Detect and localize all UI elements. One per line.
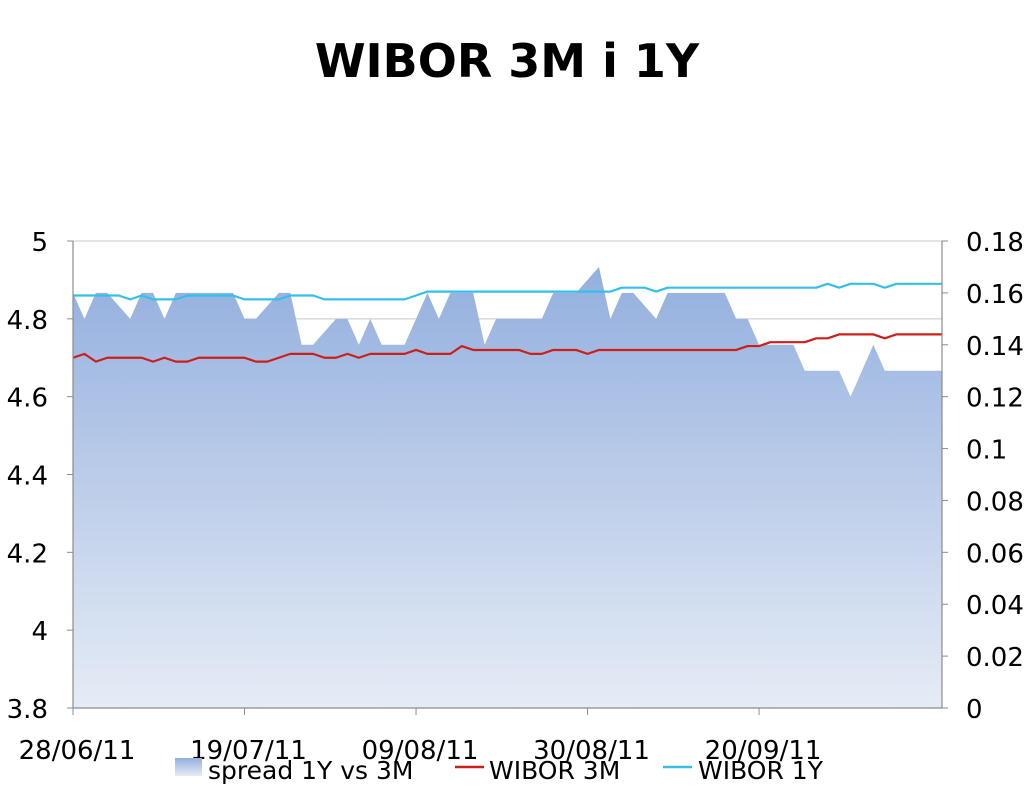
y-left-tick-label: 3.8: [7, 695, 48, 725]
y-right-tick-label: 0: [966, 695, 983, 725]
x-tick-label: 28/06/11: [19, 736, 136, 766]
y-left-tick-label: 4: [31, 617, 48, 647]
x-tick-label: 20/09/11: [705, 736, 822, 766]
y-right-tick-label: 0.16: [966, 280, 1024, 310]
x-tick-label: 19/07/11: [190, 736, 307, 766]
y-right-tick-label: 0.04: [966, 591, 1024, 621]
legend-swatch-spread: [175, 758, 202, 776]
legend-label-wibor-3m: WIBOR 3M: [489, 756, 620, 785]
y-left-tick-label: 4.6: [7, 384, 48, 414]
chart-title: WIBOR 3M i 1Y: [315, 34, 700, 88]
x-tick-labels: 28/06/11 19/07/11 09/08/11 30/08/11 20/09/11: [19, 708, 822, 766]
legend-label-wibor-1y: WIBOR 1Y: [698, 756, 824, 785]
y-right-tick-labels: 0 0.02 0.04 0.06 0.08 0.1 0.12 0.14 0.16 0.18: [942, 228, 1024, 725]
series-line-wibor-1y: [73, 282, 942, 301]
y-left-tick-labels: 3.8 4 4.2 4.4 4.6 4.8 5: [7, 228, 73, 725]
series-area-spread: [73, 266, 942, 708]
y-right-tick-label: 0.08: [966, 487, 1024, 517]
spread-area-layer: [73, 266, 942, 708]
y-right-tick-label: 0.18: [966, 228, 1024, 258]
y-left-tick-label: 4.2: [7, 539, 48, 569]
y-right-tick-label: 0.1: [966, 436, 1007, 466]
legend-label-spread: spread 1Y vs 3M: [208, 756, 414, 785]
y-right-tick-label: 0.14: [966, 332, 1024, 362]
y-left-tick-label: 4.4: [7, 462, 48, 492]
x-tick-label: 09/08/11: [362, 736, 479, 766]
series-line-wibor-3m: [72, 333, 942, 363]
y-right-tick-label: 0.02: [966, 643, 1024, 673]
lines-layer: [72, 282, 942, 363]
y-left-tick-label: 5: [31, 228, 48, 258]
y-right-tick-label: 0.12: [966, 384, 1024, 414]
legend: spread 1Y vs 3M WIBOR 3M WIBOR 1Y: [175, 756, 824, 785]
y-right-tick-label: 0.06: [966, 539, 1024, 569]
x-tick-label: 30/08/11: [533, 736, 650, 766]
y-left-tick-label: 4.8: [7, 306, 48, 336]
